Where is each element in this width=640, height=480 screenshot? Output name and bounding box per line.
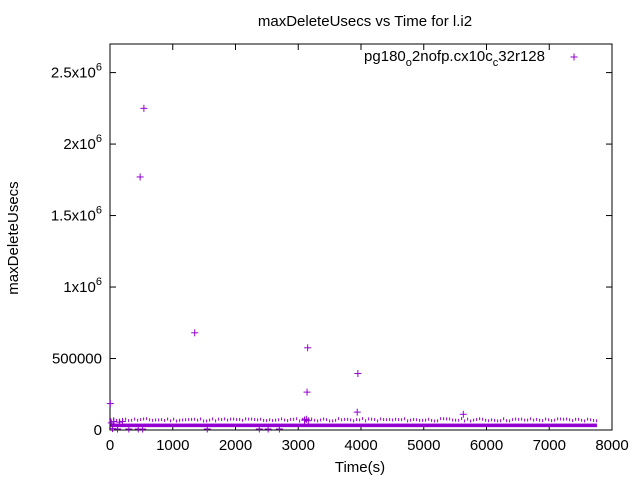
x-tick-label: 7000 — [533, 437, 566, 454]
chart-title: maxDeleteUsecs vs Time for l.i2 — [258, 13, 472, 30]
data-point — [191, 329, 199, 337]
data-point — [125, 425, 133, 433]
data-point — [303, 388, 311, 396]
x-tick-label: 2000 — [219, 437, 252, 454]
data-point — [139, 425, 147, 433]
data-point — [119, 417, 127, 425]
data-point — [459, 410, 467, 418]
data-point — [354, 370, 362, 378]
data-point — [140, 104, 148, 112]
y-tick-label: 2x106 — [63, 133, 102, 153]
legend: pg180o2nofp.cx10cc32r128 — [364, 48, 578, 69]
data-point — [110, 417, 118, 425]
data-point — [114, 425, 122, 433]
legend-series-label: pg180o2nofp.cx10cc32r128 — [364, 48, 545, 69]
y-tick-label: 1.5x106 — [51, 205, 102, 225]
data-point — [353, 408, 361, 416]
axis-ticks — [109, 44, 613, 431]
x-tick-label: 0 — [106, 437, 114, 454]
x-tick-label: 3000 — [282, 437, 315, 454]
dense-data-band — [110, 417, 598, 428]
x-tick-label: 6000 — [470, 437, 503, 454]
data-point — [255, 425, 263, 433]
x-tick-label: 4000 — [344, 437, 377, 454]
y-tick-label: 0 — [94, 422, 102, 439]
data-points — [106, 104, 467, 433]
y-tick-label: 500000 — [52, 351, 102, 368]
x-tick-label: 8000 — [595, 437, 628, 454]
y-tick-label: 1x106 — [63, 276, 102, 296]
data-point — [203, 425, 211, 433]
x-tick-label: 1000 — [156, 437, 189, 454]
y-tick-label: 2.5x106 — [51, 62, 102, 82]
data-point — [304, 344, 312, 352]
legend-marker — [570, 53, 578, 61]
data-point — [275, 425, 283, 433]
band-fill — [110, 423, 597, 428]
data-point — [115, 418, 123, 426]
data-point — [264, 425, 272, 433]
axis-tick-labels: 0 1000 2000 3000 4000 5000 6000 7000 8000 0 500000… — [51, 62, 629, 454]
x-tick-label: 5000 — [407, 437, 440, 454]
data-point — [304, 417, 312, 425]
y-axis-label: maxDeleteUsecs — [5, 181, 22, 294]
data-point — [136, 173, 144, 181]
x-axis-label: Time(s) — [335, 459, 385, 476]
data-point — [302, 415, 310, 423]
plot-frame — [109, 43, 613, 431]
legend-plus-marker — [570, 53, 578, 61]
data-point — [301, 416, 309, 424]
data-point — [106, 400, 114, 408]
